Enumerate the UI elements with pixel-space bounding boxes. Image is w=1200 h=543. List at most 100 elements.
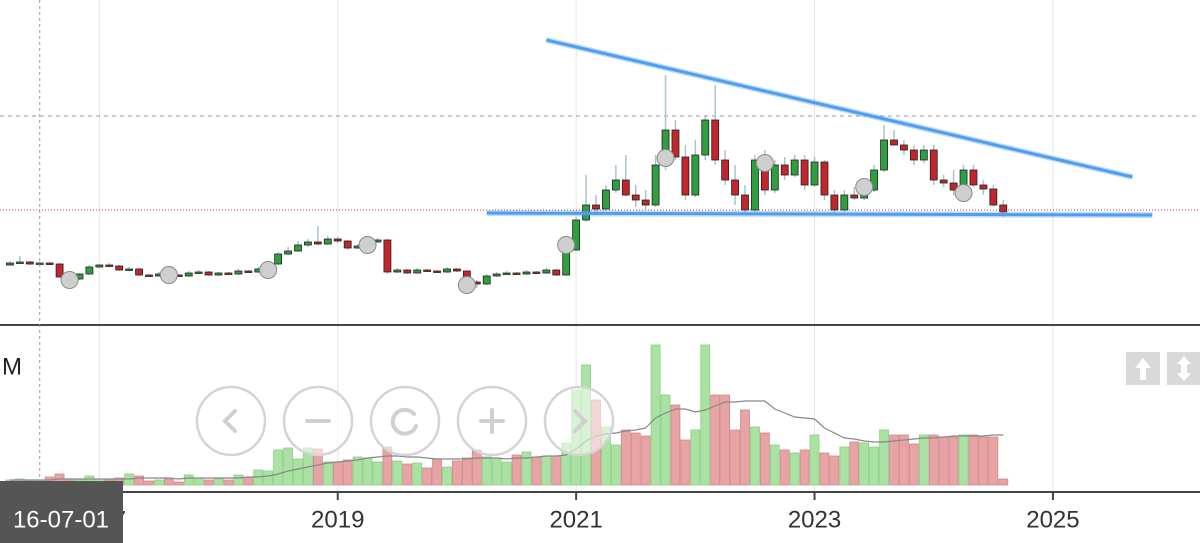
candle-body: [492, 273, 501, 277]
candle-body: [284, 250, 292, 255]
candle-body: [393, 269, 402, 273]
scroll-left-button[interactable]: [195, 385, 267, 457]
candle-body: [234, 270, 243, 275]
candle-body: [631, 194, 640, 201]
volume-bar: [511, 454, 522, 486]
event-marker: [358, 236, 377, 254]
candle-body: [830, 194, 839, 211]
volume-bar: [948, 436, 959, 486]
candle-body: [502, 272, 511, 275]
volume-bar: [412, 462, 423, 486]
volume-bar: [223, 479, 234, 486]
volume-bar: [193, 477, 204, 486]
volume-bar: [163, 478, 174, 486]
candle-body: [900, 144, 908, 151]
candle-body: [641, 199, 650, 206]
pane-buttons: [1126, 352, 1200, 385]
candle-body: [95, 264, 104, 268]
volume-bar: [938, 436, 949, 486]
candle-body: [711, 119, 720, 161]
candle-body: [840, 194, 849, 211]
event-marker: [656, 149, 675, 167]
volume-bar: [630, 432, 641, 486]
candle-body: [204, 271, 213, 276]
candle-body: [751, 159, 759, 211]
reset-button[interactable]: [369, 385, 441, 457]
candle-body: [482, 275, 491, 285]
volume-bar: [372, 461, 383, 486]
candle-body: [383, 239, 392, 273]
candle-body: [552, 269, 561, 276]
candle-body: [194, 271, 203, 274]
volume-bar: [452, 460, 462, 486]
volume-bar: [988, 436, 999, 486]
candle-body: [890, 139, 898, 146]
candle-body: [333, 238, 342, 242]
volume-bar: [173, 481, 184, 486]
scroll-right-button[interactable]: [543, 385, 615, 457]
volume-bar: [740, 409, 750, 486]
candle-body: [969, 169, 978, 186]
volume-bar: [233, 474, 244, 486]
x-tick-label: 2025: [1026, 506, 1079, 533]
candle-body: [45, 262, 54, 265]
candle-body: [542, 269, 551, 274]
volume-bar: [531, 456, 542, 486]
volume-bar: [342, 459, 353, 486]
candle-body: [800, 159, 809, 186]
volume-bar: [442, 466, 452, 486]
plus-icon: [479, 408, 505, 434]
x-tick-label: 2021: [549, 506, 602, 533]
candle-body: [294, 244, 302, 252]
volume-bar: [789, 452, 800, 486]
event-marker: [755, 154, 774, 172]
volume-bar: [879, 429, 889, 486]
candle-body: [443, 268, 451, 273]
candle-body: [780, 164, 789, 176]
candle-body: [929, 149, 938, 181]
candle-body: [313, 241, 322, 245]
volume-bar: [690, 429, 701, 486]
volume-bar: [283, 447, 293, 486]
candle-body: [423, 269, 432, 272]
volume-bar: [293, 458, 303, 486]
candle-body: [244, 270, 253, 273]
volume-bar: [620, 429, 631, 486]
volume-bar: [362, 457, 373, 486]
volume-bar: [402, 463, 413, 486]
volume-bar: [859, 442, 870, 486]
candle-body: [512, 272, 521, 275]
volume-bar: [432, 458, 442, 486]
candle-body: [125, 268, 134, 271]
volume-bar: [491, 457, 502, 486]
candle-body: [731, 179, 739, 196]
candle-body: [602, 189, 610, 210]
event-marker: [259, 261, 278, 279]
volume-bar: [183, 474, 194, 486]
event-marker: [159, 266, 178, 284]
candle-body: [611, 179, 620, 191]
volume-bar: [779, 449, 790, 486]
candle-body: [522, 271, 531, 275]
volume-bar: [392, 460, 403, 486]
candle-body: [25, 261, 34, 265]
volume-bar: [352, 456, 363, 486]
volume-bar: [968, 434, 979, 486]
volume-bar: [461, 457, 472, 486]
candle-body: [115, 265, 124, 271]
candle-body: [979, 184, 988, 190]
candle-body: [85, 266, 94, 275]
volume-bar: [144, 480, 154, 486]
volume-bar: [928, 434, 939, 486]
volume-bar: [849, 441, 860, 486]
volume-bar: [839, 446, 850, 486]
up-arrow-icon: [1135, 358, 1151, 380]
volume-bar: [541, 455, 552, 486]
volume-bar: [660, 394, 671, 486]
volume-bar: [670, 404, 681, 486]
volume-bar: [154, 479, 164, 486]
volume-bar: [869, 446, 880, 486]
event-marker: [855, 178, 874, 196]
candle-body: [999, 204, 1008, 213]
candle-body: [343, 240, 352, 249]
